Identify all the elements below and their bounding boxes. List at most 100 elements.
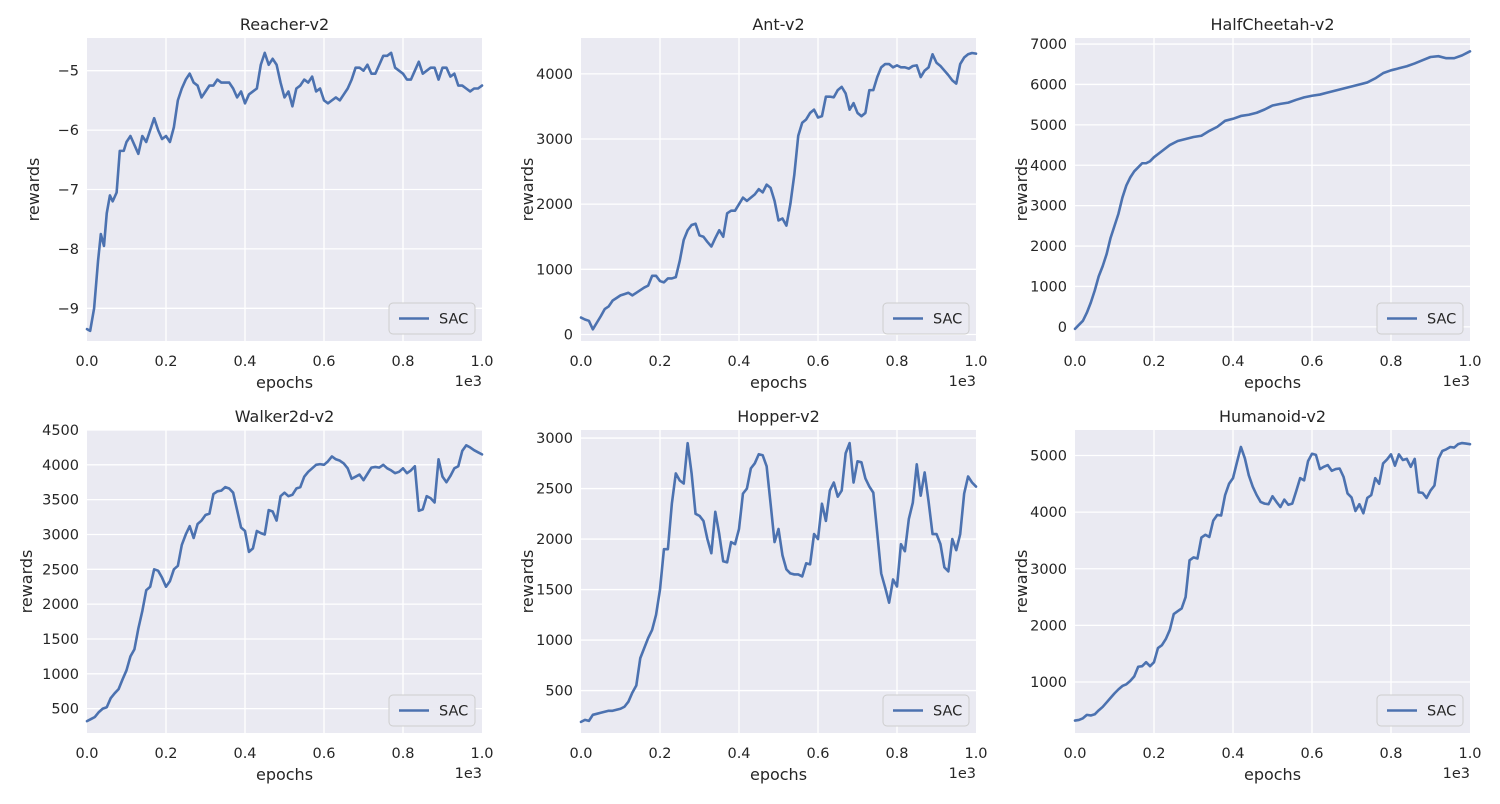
- x-tick-label: 1.0: [964, 354, 987, 370]
- x-offset-label: 1e3: [455, 766, 482, 782]
- y-tick-label: 2000: [1030, 618, 1067, 634]
- x-tick-label: 0.0: [1063, 354, 1086, 370]
- x-tick-label: 0.4: [233, 746, 256, 762]
- x-offset-label: 1e3: [1443, 374, 1470, 390]
- legend-label: SAC: [933, 312, 962, 328]
- x-offset-label: 1e3: [949, 374, 976, 390]
- y-tick-label: 500: [51, 702, 79, 718]
- legend: SAC: [388, 694, 476, 727]
- legend: SAC: [1376, 302, 1464, 335]
- legend-box: [882, 302, 970, 335]
- legend-box: [388, 694, 476, 727]
- y-tick-label: 500: [545, 684, 573, 700]
- x-tick-label: 0.8: [391, 746, 414, 762]
- y-tick-label: 0: [1058, 320, 1067, 336]
- y-axis-label: rewards: [1012, 550, 1031, 614]
- series-line-sac: [1073, 50, 1472, 331]
- y-tick-label: 4000: [1030, 158, 1067, 174]
- y-tick-label: 3000: [536, 431, 573, 447]
- series-line-sac: [85, 444, 484, 723]
- legend-label: SAC: [439, 312, 468, 328]
- legend-box: [388, 302, 476, 335]
- chart-panel: 0.0 0.2 0.4 0.6 0.8 1.0 0 1000 2000 3000 4000 5000 6…: [1012, 15, 1482, 392]
- y-axis-label: rewards: [1012, 158, 1031, 222]
- x-tick-label: 0.6: [806, 354, 829, 370]
- legend: SAC: [882, 694, 970, 727]
- x-tick-label: 0.4: [1221, 354, 1244, 370]
- chart-panel: 0.0 0.2 0.4 0.6 0.8 1.0 −9 −8 −7 −6 −5 Reacher-v2 ep…: [24, 15, 494, 392]
- plot-area: [1075, 38, 1470, 341]
- y-tick-label: 1000: [1030, 279, 1067, 295]
- y-tick-label: 2000: [42, 597, 79, 613]
- y-axis-label: rewards: [17, 550, 36, 614]
- y-tick-label: 5000: [1030, 448, 1067, 464]
- chart-title: Hopper-v2: [737, 407, 820, 426]
- legend: SAC: [388, 302, 476, 335]
- y-tick-label: 6000: [1030, 77, 1067, 93]
- x-tick-label: 0.0: [1063, 746, 1086, 762]
- legend-label: SAC: [1427, 704, 1456, 720]
- y-axis-label: rewards: [518, 158, 537, 222]
- chart-title: Reacher-v2: [240, 15, 329, 34]
- y-tick-label: 1500: [42, 632, 79, 648]
- y-tick-label: 3500: [42, 493, 79, 509]
- legend-label: SAC: [439, 704, 468, 720]
- x-tick-label: 0.0: [569, 354, 592, 370]
- series-line-sac: [1073, 441, 1472, 722]
- x-tick-label: 1.0: [1458, 354, 1481, 370]
- y-tick-label: 4000: [42, 458, 79, 474]
- y-tick-label: 1000: [536, 262, 573, 278]
- x-tick-label: 1.0: [470, 354, 493, 370]
- x-tick-label: 0.6: [1300, 746, 1323, 762]
- x-axis-label: epochs: [256, 765, 313, 784]
- legend-box: [1376, 694, 1464, 727]
- plot-area: [581, 430, 976, 733]
- x-axis-label: epochs: [1244, 765, 1301, 784]
- x-axis-label: epochs: [1244, 373, 1301, 392]
- chart-title: Ant-v2: [752, 15, 804, 34]
- series-line-sac: [579, 51, 978, 331]
- x-tick-label: 0.2: [154, 354, 177, 370]
- x-offset-label: 1e3: [1443, 766, 1470, 782]
- legend-box: [882, 694, 970, 727]
- x-tick-label: 0.4: [727, 354, 750, 370]
- x-tick-label: 0.6: [1300, 354, 1323, 370]
- x-tick-label: 1.0: [1458, 746, 1481, 762]
- x-axis-label: epochs: [750, 765, 807, 784]
- x-tick-label: 0.2: [1142, 746, 1165, 762]
- chart-panel: 0.0 0.2 0.4 0.6 0.8 1.0 500 1000 1500 2000 2500 300…: [17, 407, 494, 784]
- y-tick-label: 1000: [42, 667, 79, 683]
- chart-panel: 0.0 0.2 0.4 0.6 0.8 1.0 500 1000 1500 2000 2500 300…: [518, 407, 988, 784]
- x-axis-label: epochs: [256, 373, 313, 392]
- x-tick-label: 0.6: [806, 746, 829, 762]
- y-tick-label: 5000: [1030, 118, 1067, 134]
- x-tick-label: 0.2: [648, 746, 671, 762]
- legend-label: SAC: [1427, 312, 1456, 328]
- x-tick-label: 0.6: [312, 354, 335, 370]
- series-line-sac: [85, 51, 484, 333]
- legend-box: [1376, 302, 1464, 335]
- y-tick-label: 1000: [536, 633, 573, 649]
- y-tick-label: 3000: [536, 132, 573, 148]
- x-offset-label: 1e3: [455, 374, 482, 390]
- plot-area: [87, 430, 482, 733]
- y-tick-label: 3000: [42, 527, 79, 543]
- y-tick-label: −5: [58, 64, 79, 80]
- y-tick-label: 4500: [42, 423, 79, 439]
- y-tick-label: 2500: [536, 482, 573, 498]
- y-tick-label: 7000: [1030, 37, 1067, 53]
- x-tick-label: 0.8: [885, 354, 908, 370]
- x-tick-label: 0.8: [1379, 354, 1402, 370]
- x-offset-label: 1e3: [949, 766, 976, 782]
- y-tick-label: 3000: [1030, 199, 1067, 215]
- chart-title: Walker2d-v2: [235, 407, 335, 426]
- series-line-sac: [579, 441, 978, 724]
- x-tick-label: 0.0: [75, 354, 98, 370]
- x-tick-label: 0.0: [75, 746, 98, 762]
- x-tick-label: 0.8: [885, 746, 908, 762]
- y-tick-label: 2000: [1030, 239, 1067, 255]
- x-tick-label: 0.0: [569, 746, 592, 762]
- chart-title: HalfCheetah-v2: [1210, 15, 1334, 34]
